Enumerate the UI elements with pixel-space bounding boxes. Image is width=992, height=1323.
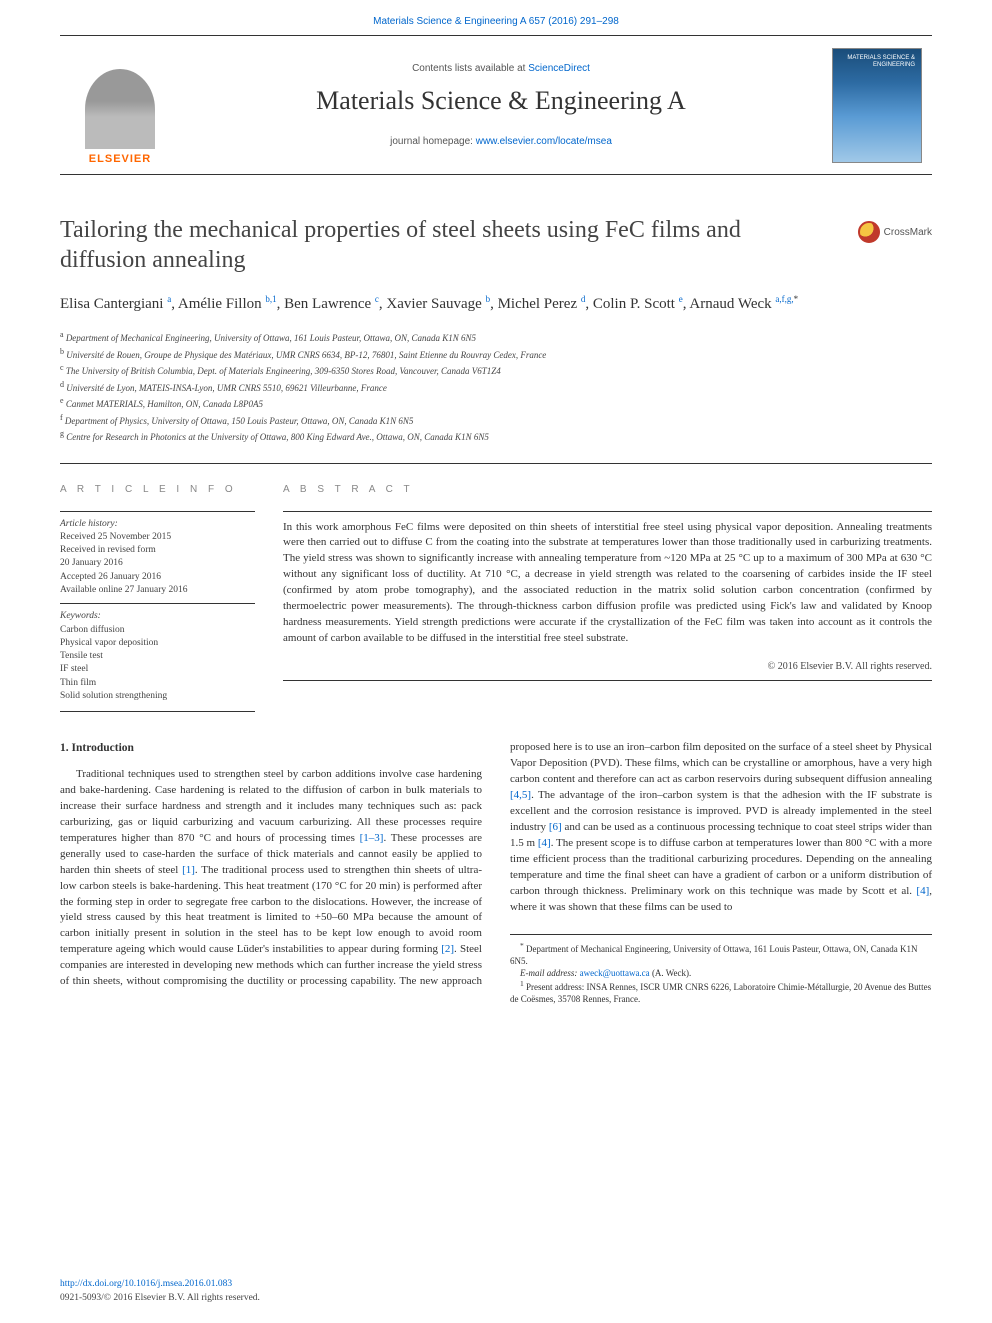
- affiliation-line: d Université de Lyon, MATEIS-INSA-Lyon, …: [60, 379, 932, 396]
- present-text: Present address: INSA Rennes, ISCR UMR C…: [510, 982, 931, 1004]
- email-suffix: (A. Weck).: [650, 968, 692, 978]
- history-label: Article history:: [60, 518, 255, 531]
- keyword-line: Thin film: [60, 677, 255, 690]
- present-address-note: 1 Present address: INSA Rennes, ISCR UMR…: [510, 979, 932, 1005]
- article-info-col: A R T I C L E I N F O Article history: R…: [60, 484, 255, 713]
- ref-link[interactable]: [1–3]: [360, 832, 384, 844]
- affiliations-block: a Department of Mechanical Engineering, …: [60, 329, 932, 445]
- corresponding-author-note: * Department of Mechanical Engineering, …: [510, 941, 932, 967]
- affiliation-line: f Department of Physics, University of O…: [60, 412, 932, 429]
- affiliation-line: e Canmet MATERIALS, Hamilton, ON, Canada…: [60, 395, 932, 412]
- affiliation-line: c The University of British Columbia, De…: [60, 362, 932, 379]
- journal-citation-link[interactable]: Materials Science & Engineering A 657 (2…: [373, 16, 619, 27]
- authors-line: Elisa Cantergiani a, Amélie Fillon b,1, …: [60, 293, 932, 315]
- abstract-col: A B S T R A C T In this work amorphous F…: [283, 484, 932, 713]
- keywords-block: Keywords: Carbon diffusionPhysical vapor…: [60, 604, 255, 712]
- doi-block: http://dx.doi.org/10.1016/j.msea.2016.01…: [60, 1278, 260, 1305]
- history-line: Received in revised form: [60, 544, 255, 557]
- email-note: E-mail address: aweck@uottawa.ca (A. Wec…: [510, 967, 932, 979]
- journal-homepage-line: journal homepage: www.elsevier.com/locat…: [180, 136, 822, 147]
- keyword-line: Physical vapor deposition: [60, 637, 255, 650]
- contents-available-line: Contents lists available at ScienceDirec…: [180, 63, 822, 74]
- ref-link[interactable]: [4]: [916, 885, 929, 897]
- ref-link[interactable]: [4,5]: [510, 789, 531, 801]
- affiliation-line: b Université de Rouen, Groupe de Physiqu…: [60, 346, 932, 363]
- article-history-block: Article history: Received 25 November 20…: [60, 511, 255, 605]
- doi-link[interactable]: http://dx.doi.org/10.1016/j.msea.2016.01…: [60, 1279, 232, 1289]
- journal-cover-thumbnail: MATERIALS SCIENCE & ENGINEERING: [832, 48, 922, 163]
- journal-cover-label: MATERIALS SCIENCE & ENGINEERING: [833, 55, 915, 69]
- article-title: Tailoring the mechanical properties of s…: [60, 215, 932, 275]
- journal-citation-line: Materials Science & Engineering A 657 (2…: [0, 0, 992, 35]
- history-line: Received 25 November 2015: [60, 531, 255, 544]
- elsevier-label: ELSEVIER: [89, 153, 151, 165]
- elsevier-logo: ELSEVIER: [70, 45, 170, 165]
- keyword-line: Carbon diffusion: [60, 624, 255, 637]
- body-columns: 1. Introduction Traditional techniques u…: [60, 740, 932, 1005]
- corr-text: Department of Mechanical Engineering, Un…: [510, 944, 918, 966]
- corr-email-link[interactable]: aweck@uottawa.ca: [580, 968, 650, 978]
- contents-prefix: Contents lists available at: [412, 63, 528, 74]
- footnotes-block: * Department of Mechanical Engineering, …: [510, 934, 932, 1006]
- keyword-line: Tensile test: [60, 650, 255, 663]
- abstract-body: In this work amorphous FeC films were de…: [283, 511, 932, 658]
- info-abstract-row: A R T I C L E I N F O Article history: R…: [60, 464, 932, 713]
- elsevier-tree-icon: [85, 69, 155, 149]
- history-line: 20 January 2016: [60, 557, 255, 570]
- journal-title: Materials Science & Engineering A: [180, 86, 822, 116]
- affiliation-line: g Centre for Research in Photonics at th…: [60, 428, 932, 445]
- abstract-heading: A B S T R A C T: [283, 484, 932, 495]
- crossmark-label: CrossMark: [884, 227, 932, 238]
- journal-homepage-link[interactable]: www.elsevier.com/locate/msea: [476, 136, 612, 147]
- keyword-line: IF steel: [60, 663, 255, 676]
- affiliation-line: a Department of Mechanical Engineering, …: [60, 329, 932, 346]
- ref-link[interactable]: [4]: [538, 837, 551, 849]
- ref-link[interactable]: [6]: [549, 821, 562, 833]
- ref-link[interactable]: [2]: [441, 943, 454, 955]
- article-info-heading: A R T I C L E I N F O: [60, 484, 255, 495]
- issn-copyright-line: 0921-5093/© 2016 Elsevier B.V. All right…: [60, 1293, 260, 1303]
- header-center: Contents lists available at ScienceDirec…: [180, 63, 822, 147]
- keywords-label: Keywords:: [60, 610, 255, 623]
- section-1-heading: 1. Introduction: [60, 740, 482, 757]
- homepage-prefix: journal homepage:: [390, 136, 476, 147]
- history-line: Accepted 26 January 2016: [60, 571, 255, 584]
- ref-link[interactable]: [1]: [182, 864, 195, 876]
- journal-header-bar: ELSEVIER Contents lists available at Sci…: [60, 35, 932, 175]
- crossmark-badge[interactable]: CrossMark: [858, 221, 932, 243]
- email-label: E-mail address:: [520, 968, 580, 978]
- crossmark-icon: [858, 221, 880, 243]
- article-head: CrossMark Tailoring the mechanical prope…: [60, 215, 932, 315]
- sciencedirect-link[interactable]: ScienceDirect: [528, 63, 590, 74]
- keyword-line: Solid solution strengthening: [60, 690, 255, 703]
- abstract-copyright: © 2016 Elsevier B.V. All rights reserved…: [283, 657, 932, 681]
- history-line: Available online 27 January 2016: [60, 584, 255, 597]
